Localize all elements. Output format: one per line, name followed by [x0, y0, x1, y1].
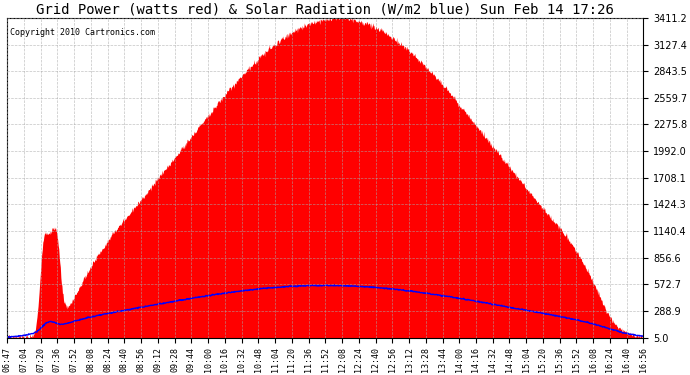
Text: Copyright 2010 Cartronics.com: Copyright 2010 Cartronics.com — [10, 27, 155, 36]
Title: Grid Power (watts red) & Solar Radiation (W/m2 blue) Sun Feb 14 17:26: Grid Power (watts red) & Solar Radiation… — [37, 3, 614, 17]
